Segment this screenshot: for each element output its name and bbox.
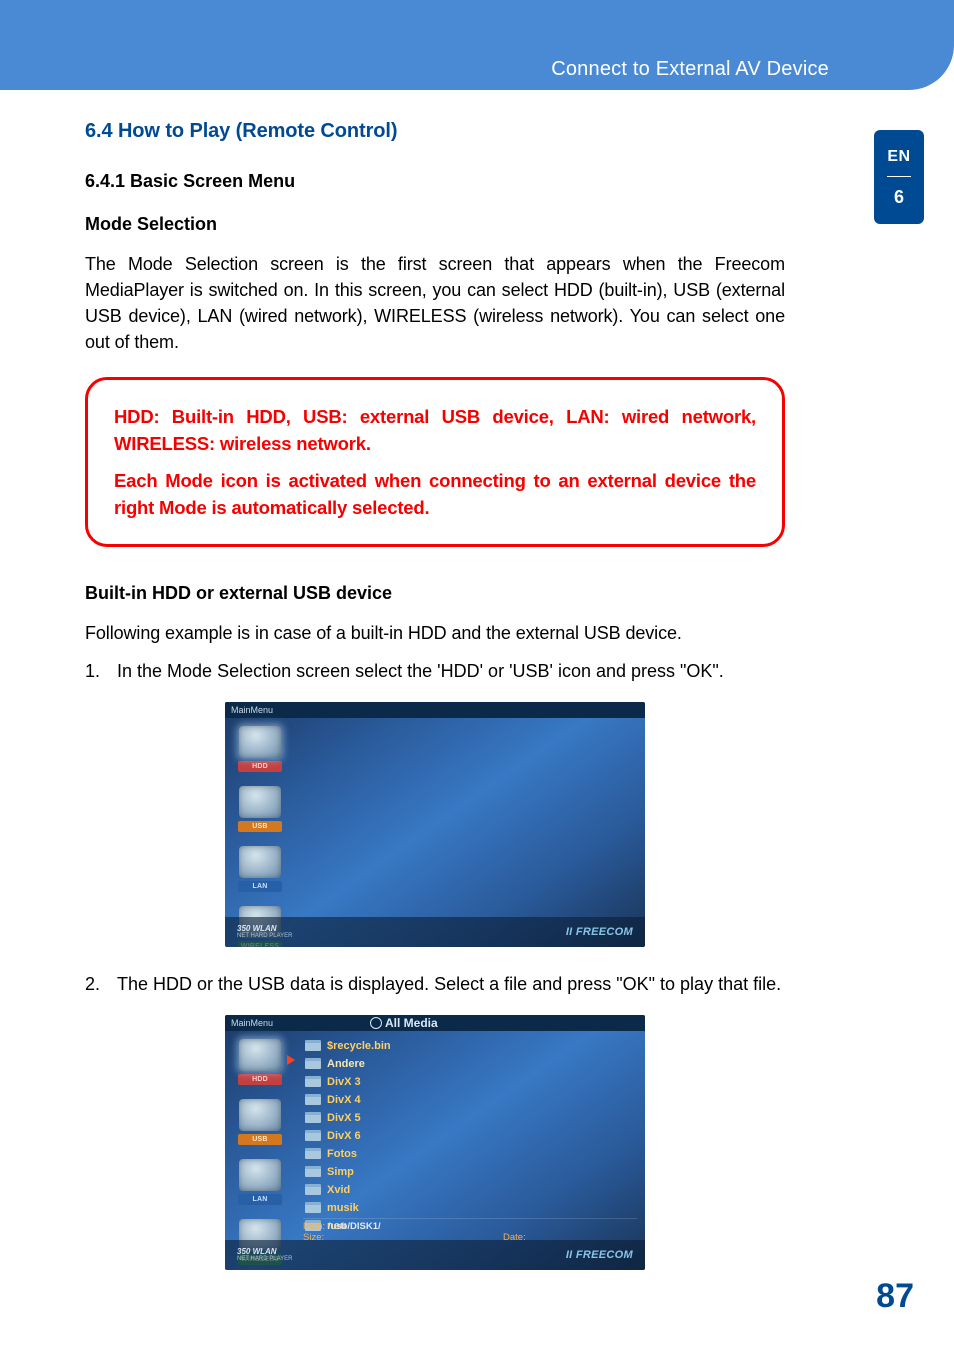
side-tab-chapter: 6: [874, 187, 924, 208]
folder-icon: [305, 1112, 321, 1123]
ss2-item-usb: USB: [231, 1099, 289, 1145]
file-row: Fotos: [305, 1145, 637, 1163]
ss1-footer: 350 WLANNET HARD PLAYER II FREECOM: [225, 917, 645, 947]
subsection-title: 6.4.1 Basic Screen Menu: [85, 171, 785, 192]
folder-icon: [305, 1166, 321, 1177]
file-row: DivX 6: [305, 1127, 637, 1145]
usb-icon: [239, 786, 281, 818]
mode-selection-paragraph: The Mode Selection screen is the first s…: [85, 251, 785, 355]
section-title: 6.4 How to Play (Remote Control): [85, 120, 785, 143]
ss1-sidebar: HDD USB LAN WIRELESS: [225, 718, 295, 917]
file-row: DivX 5: [305, 1109, 637, 1127]
side-tab: EN 6: [874, 130, 924, 224]
lan-icon: [239, 846, 281, 878]
side-tab-divider: [887, 176, 911, 177]
screenshot-file-list: MainMenu All Media HDD USB LAN WIRELESS …: [225, 1015, 645, 1270]
file-row: DivX 3: [305, 1073, 637, 1091]
hdd-icon: [239, 1039, 281, 1071]
file-row: musik: [305, 1199, 637, 1217]
ss1-topbar: MainMenu: [225, 702, 645, 718]
builtin-intro: Following example is in case of a built-…: [85, 620, 785, 646]
ss2-item-lan: LAN: [231, 1159, 289, 1205]
side-tab-lang: EN: [874, 148, 924, 166]
screenshot-main-menu: MainMenu HDD USB LAN WIRELESS 350 WLANNE…: [225, 702, 645, 947]
folder-icon: [305, 1130, 321, 1141]
ss2-label-hdd: HDD: [238, 1074, 282, 1085]
file-row: Xvid: [305, 1181, 637, 1199]
builtin-heading: Built-in HDD or external USB device: [85, 583, 785, 604]
step-1: In the Mode Selection screen select the …: [85, 658, 785, 684]
ss2-sidebar: HDD USB LAN WIRELESS: [225, 1031, 295, 1240]
folder-icon: [305, 1076, 321, 1087]
file-row: Simp: [305, 1163, 637, 1181]
ss1-label-hdd: HDD: [238, 761, 282, 772]
callout-p1: HDD: Built-in HDD, USB: external USB dev…: [114, 404, 756, 458]
path-label: Path:: [303, 1221, 325, 1232]
hdd-icon: [239, 726, 281, 758]
folder-icon: [305, 1148, 321, 1159]
ss1-footer-left: 350 WLANNET HARD PLAYER: [237, 924, 292, 939]
step-2: The HDD or the USB data is displayed. Se…: [85, 971, 785, 997]
path-value: /usb/DISK1/: [328, 1221, 381, 1232]
folder-icon: [305, 1058, 321, 1069]
content-area: 6.4 How to Play (Remote Control) 6.4.1 B…: [85, 120, 785, 1294]
ss1-label-lan: LAN: [238, 881, 282, 892]
ss2-label-usb: USB: [238, 1134, 282, 1145]
folder-icon: [305, 1094, 321, 1105]
ss2-filelist: $recycle.bin Andere DivX 3 DivX 4 DivX 5…: [305, 1037, 637, 1218]
usb-icon: [239, 1099, 281, 1131]
mode-selection-heading: Mode Selection: [85, 214, 785, 235]
ss2-pathrow: Path: /usb/DISK1/ Size: Date:: [303, 1218, 637, 1238]
page-number: 87: [876, 1277, 914, 1316]
step-list-2: The HDD or the USB data is displayed. Se…: [85, 971, 785, 997]
ss2-footer-brand: II FREECOM: [566, 1249, 633, 1261]
lan-icon: [239, 1159, 281, 1191]
folder-icon: [305, 1040, 321, 1051]
selection-arrow-icon: [287, 1055, 295, 1065]
ss1-item-usb: USB: [231, 786, 289, 832]
ss2-media-title: All Media: [325, 1015, 645, 1033]
callout-box: HDD: Built-in HDD, USB: external USB dev…: [85, 377, 785, 546]
file-row: DivX 4: [305, 1091, 637, 1109]
folder-icon: [305, 1202, 321, 1213]
ss1-item-hdd: HDD: [231, 726, 289, 772]
ss2-item-hdd: HDD: [231, 1039, 289, 1085]
callout-p2: Each Mode icon is activated when connect…: [114, 468, 756, 522]
ss2-label-lan: LAN: [238, 1194, 282, 1205]
ss2-footer-left: 350 WLANNET HARD PLAYER: [237, 1247, 292, 1262]
header-band: Connect to External AV Device: [0, 0, 954, 90]
ss1-label-usb: USB: [238, 821, 282, 832]
folder-icon: [305, 1184, 321, 1195]
header-title: Connect to External AV Device: [551, 58, 829, 81]
ss1-item-lan: LAN: [231, 846, 289, 892]
step-list-1: In the Mode Selection screen select the …: [85, 658, 785, 684]
magnifier-icon: [370, 1017, 382, 1029]
ss1-footer-brand: II FREECOM: [566, 926, 633, 938]
file-row: $recycle.bin: [305, 1037, 637, 1055]
file-row: Andere: [305, 1055, 637, 1073]
ss2-footer: 350 WLANNET HARD PLAYER II FREECOM: [225, 1240, 645, 1270]
